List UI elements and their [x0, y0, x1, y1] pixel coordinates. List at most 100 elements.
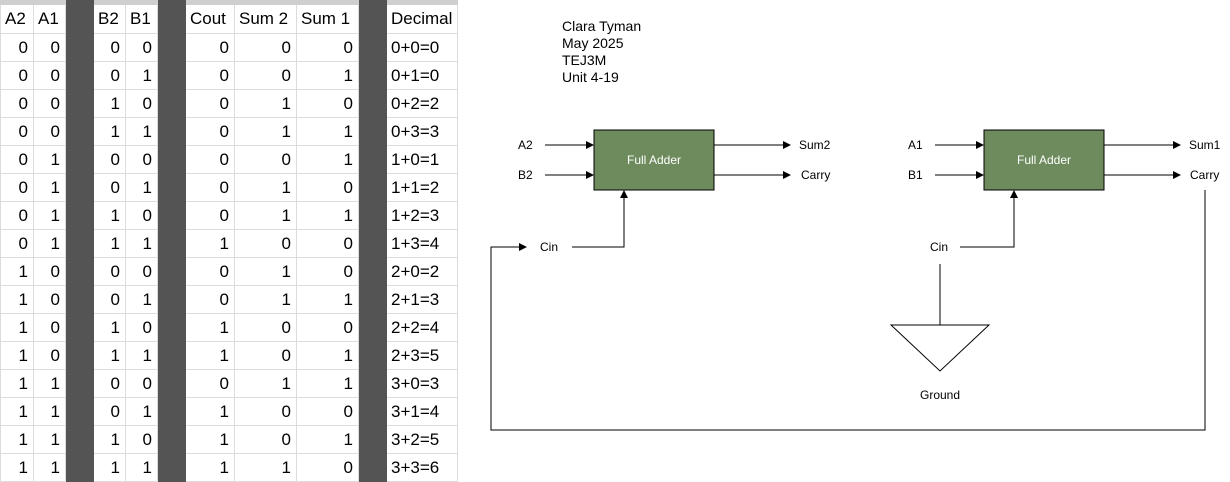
table-row: 0 1 0 0 0 0 1 1+0=1 — [0, 145, 458, 174]
cell-b1: 0 — [125, 257, 158, 286]
column-separator — [358, 33, 387, 62]
column-separator — [157, 341, 186, 370]
column-separator — [358, 397, 387, 426]
cell-decimal: 3+0=3 — [386, 369, 458, 398]
cell-a2: 1 — [0, 285, 34, 314]
cell-sum2: 1 — [234, 369, 297, 398]
cell-a2: 0 — [0, 33, 34, 62]
full-adder-left-block — [593, 129, 715, 191]
cell-b1: 1 — [125, 341, 158, 370]
cell-decimal: 3+1=4 — [386, 397, 458, 426]
column-header: A1 — [33, 0, 66, 34]
cell-cout: 0 — [185, 173, 235, 202]
table-row: 1 0 0 1 0 1 1 2+1=3 — [0, 285, 458, 314]
table-row: 0 1 1 1 1 0 0 1+3=4 — [0, 229, 458, 258]
cell-sum1: 1 — [296, 369, 359, 398]
column-separator — [65, 285, 94, 314]
cell-cout: 0 — [185, 89, 235, 118]
column-separator — [157, 0, 186, 34]
column-separator — [358, 117, 387, 146]
cell-sum2: 1 — [234, 201, 297, 230]
cell-a1: 0 — [33, 61, 66, 90]
cell-a1: 0 — [33, 257, 66, 286]
column-separator — [358, 313, 387, 342]
cell-sum2: 1 — [234, 285, 297, 314]
column-separator — [65, 201, 94, 230]
cell-a2: 0 — [0, 201, 34, 230]
cell-a1: 0 — [33, 313, 66, 342]
author-date: May 2025 — [562, 35, 624, 51]
table-row: 0 0 0 0 0 0 0 0+0=0 — [0, 33, 458, 62]
cell-sum1: 0 — [296, 313, 359, 342]
column-separator — [65, 369, 94, 398]
full-adder-left-label: Full Adder — [627, 153, 681, 167]
cell-b1: 0 — [125, 145, 158, 174]
cell-a2: 1 — [0, 397, 34, 426]
column-separator — [358, 229, 387, 258]
column-separator — [65, 33, 94, 62]
column-separator — [65, 453, 94, 482]
truth-table-header: A2 A1 B2 B1 Cout Sum 2 Sum 1 Decimal — [0, 0, 458, 34]
column-separator — [65, 425, 94, 454]
column-header: A2 — [0, 0, 34, 34]
table-row: 1 0 1 0 1 0 0 2+2=4 — [0, 313, 458, 342]
ground-symbol-icon — [889, 324, 991, 372]
cell-decimal: 2+2=4 — [386, 313, 458, 342]
column-header: B2 — [93, 0, 126, 34]
column-separator — [157, 257, 186, 286]
course-code: TEJ3M — [562, 52, 607, 68]
cell-decimal: 1+0=1 — [386, 145, 458, 174]
cell-a2: 1 — [0, 257, 34, 286]
table-row: 1 1 1 0 1 0 1 3+2=5 — [0, 425, 458, 454]
column-separator — [65, 313, 94, 342]
unit-number: Unit 4-19 — [562, 69, 619, 85]
cin-right-label: Cin — [930, 240, 948, 254]
cell-sum2: 0 — [234, 313, 297, 342]
cell-b1: 1 — [125, 397, 158, 426]
input-b2-label: B2 — [518, 168, 533, 182]
column-separator — [358, 173, 387, 202]
author-name: Clara Tyman — [562, 18, 642, 34]
column-separator — [157, 89, 186, 118]
truth-table-body: 0 0 0 0 0 0 0 0+0=0 0 0 0 1 0 0 1 0+1=0 0 0 1 0 0 1 0 0+2=2 0 0 1 1… — [0, 33, 458, 482]
output-sum2-label: Sum2 — [799, 138, 831, 152]
cell-cout: 0 — [185, 145, 235, 174]
column-header: Cout — [185, 0, 235, 34]
cell-b1: 1 — [125, 117, 158, 146]
column-separator — [65, 341, 94, 370]
output-carry-right-label: Carry — [1190, 168, 1219, 182]
column-separator — [157, 285, 186, 314]
cell-decimal: 2+1=3 — [386, 285, 458, 314]
cell-cout: 1 — [185, 425, 235, 454]
cell-cout: 0 — [185, 369, 235, 398]
cell-b2: 1 — [93, 313, 126, 342]
cell-a2: 0 — [0, 117, 34, 146]
input-b1-label: B1 — [908, 168, 923, 182]
cell-cout: 0 — [185, 201, 235, 230]
cell-b1: 1 — [125, 229, 158, 258]
cell-decimal: 1+1=2 — [386, 173, 458, 202]
cell-a2: 0 — [0, 173, 34, 202]
input-a2-label: A2 — [518, 138, 533, 152]
column-separator — [358, 145, 387, 174]
column-separator — [157, 201, 186, 230]
cell-cout: 0 — [185, 285, 235, 314]
cell-decimal: 1+2=3 — [386, 201, 458, 230]
table-row: 1 1 0 0 0 1 1 3+0=3 — [0, 369, 458, 398]
column-header: Sum 1 — [296, 0, 359, 34]
table-row: 0 1 1 0 0 1 1 1+2=3 — [0, 201, 458, 230]
column-separator — [358, 453, 387, 482]
cell-sum2: 0 — [234, 341, 297, 370]
cell-cout: 1 — [185, 341, 235, 370]
output-sum1-label: Sum1 — [1189, 138, 1221, 152]
column-separator — [358, 61, 387, 90]
input-a1-label: A1 — [908, 138, 923, 152]
table-row: 1 0 1 1 1 0 1 2+3=5 — [0, 341, 458, 370]
table-row: 0 0 1 1 0 1 1 0+3=3 — [0, 117, 458, 146]
cell-sum2: 0 — [234, 425, 297, 454]
cell-decimal: 0+0=0 — [386, 33, 458, 62]
cell-sum1: 0 — [296, 89, 359, 118]
output-carry-left-label: Carry — [801, 168, 830, 182]
table-row: 1 1 1 1 1 1 0 3+3=6 — [0, 453, 458, 482]
full-adder-right-label: Full Adder — [1017, 153, 1071, 167]
